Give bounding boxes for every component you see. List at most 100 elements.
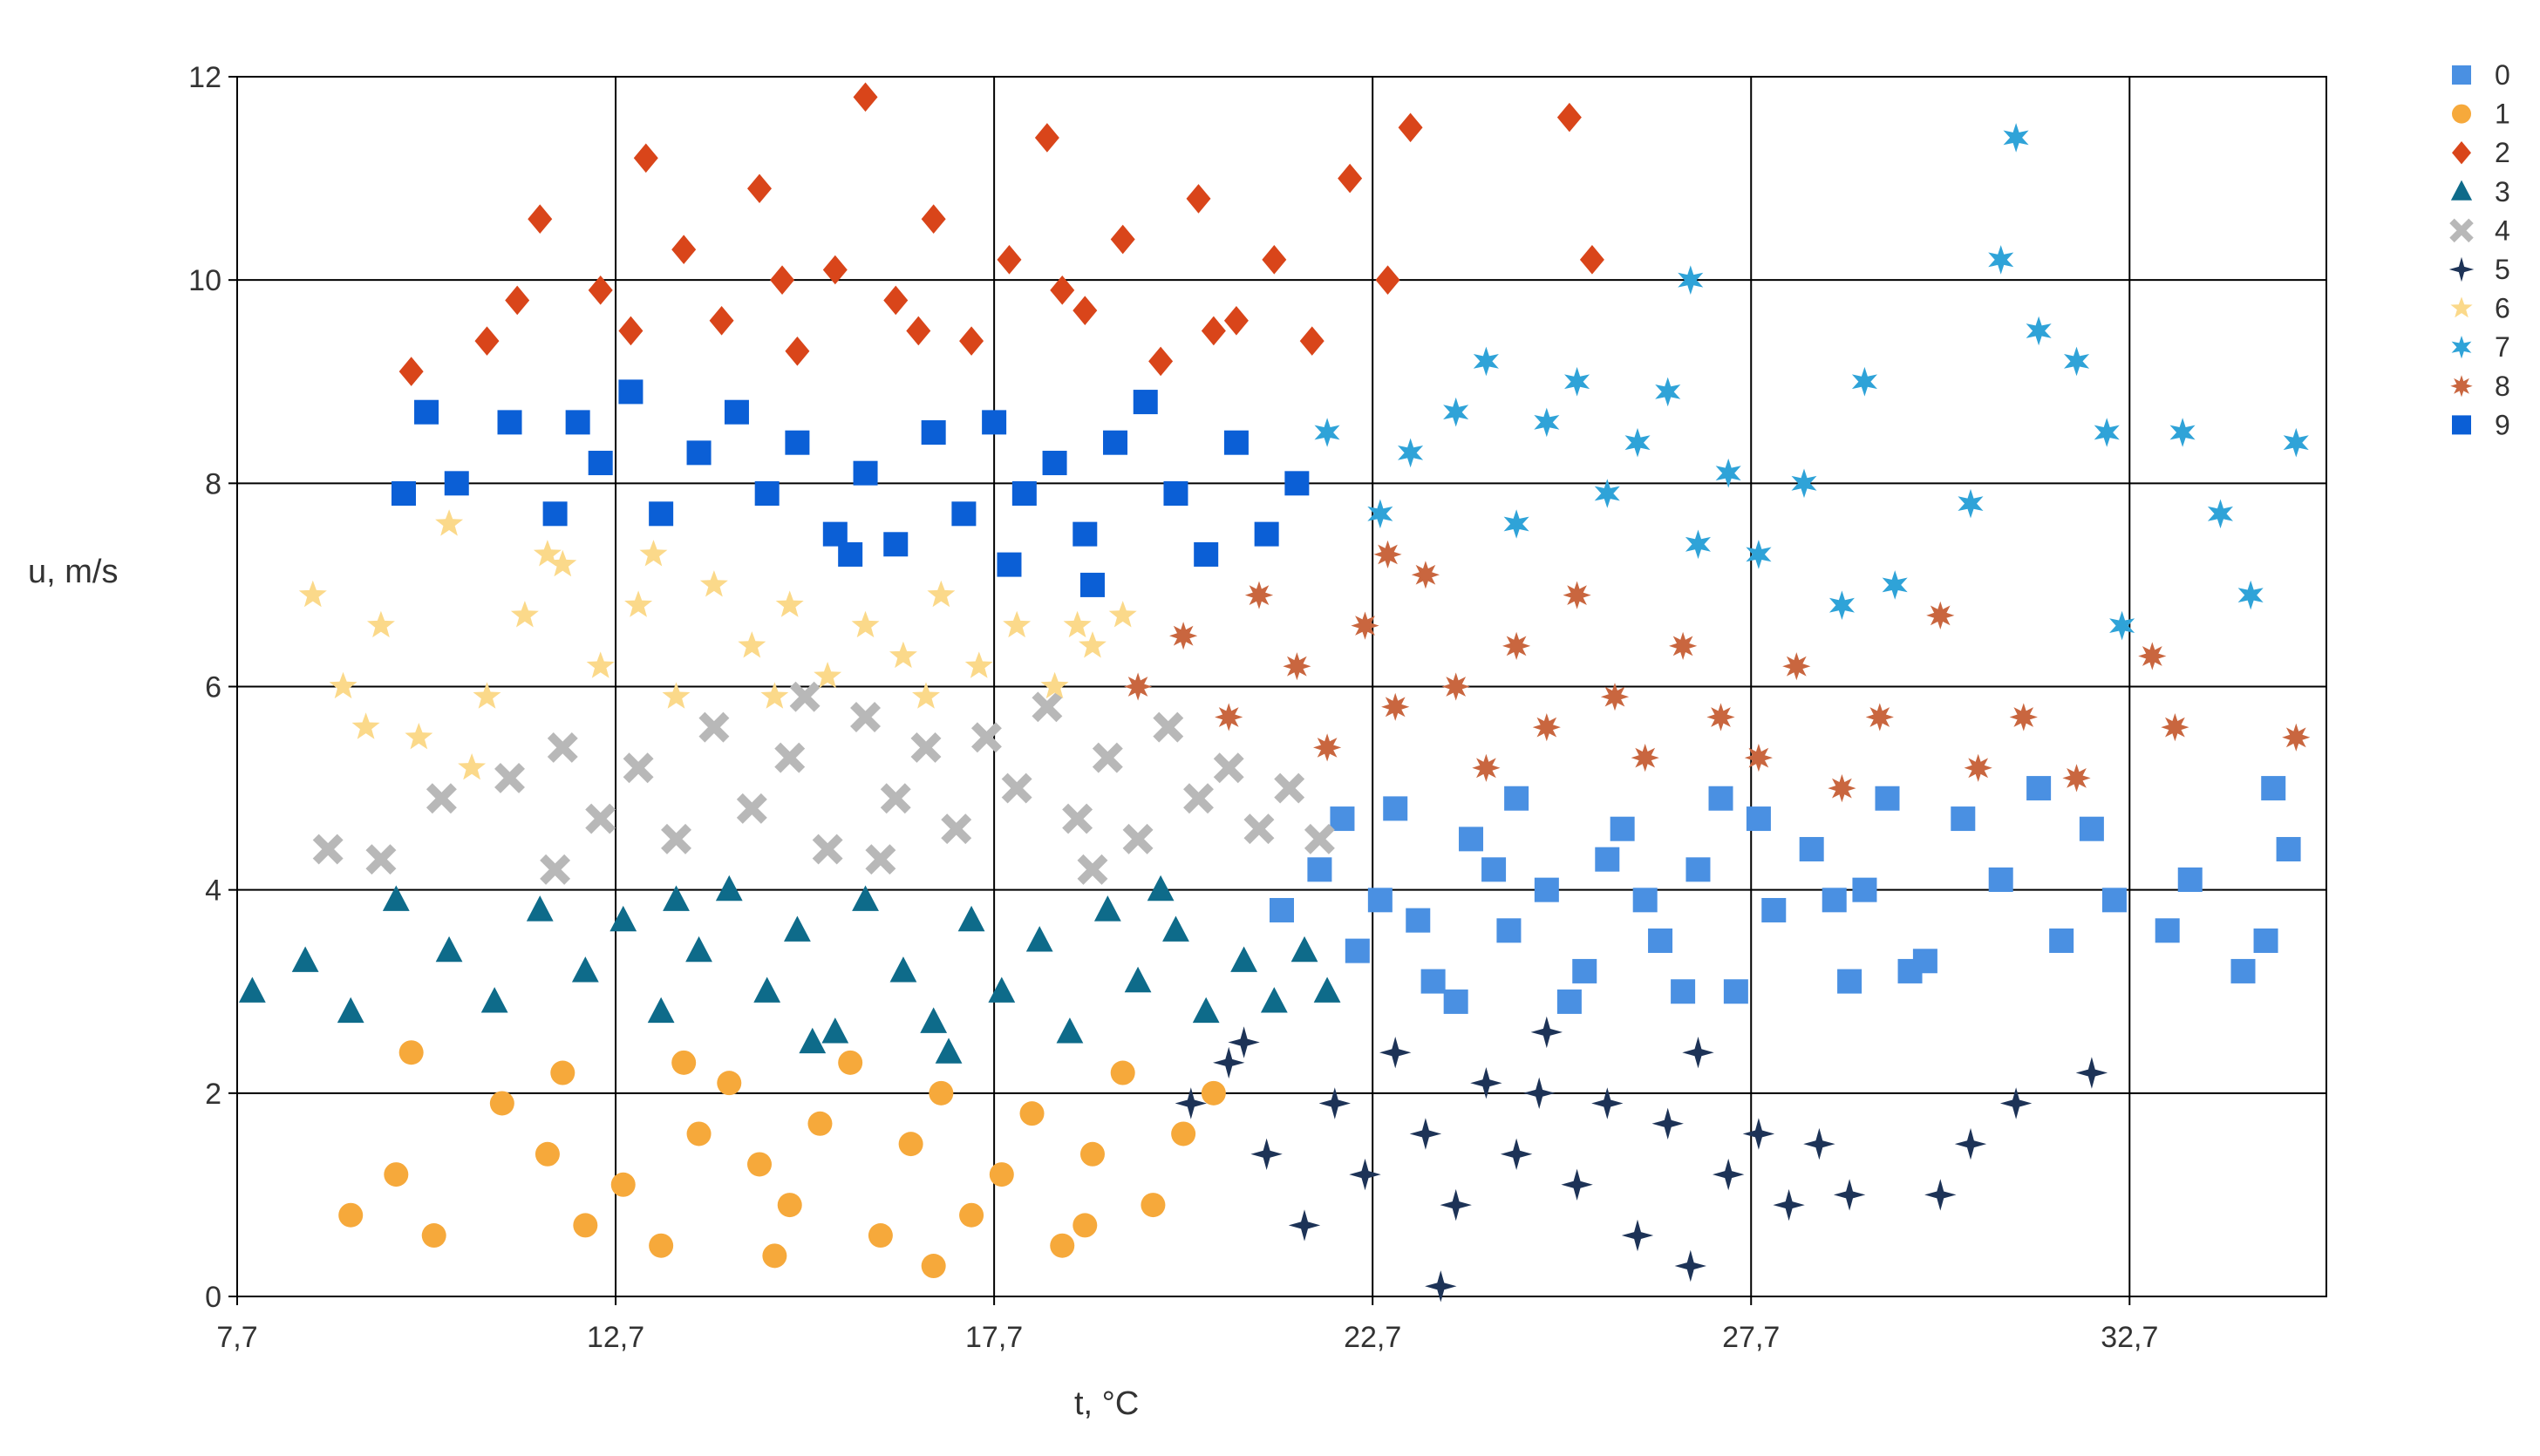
- y-tick-label: 8: [205, 467, 221, 500]
- data-point-series-0: [1799, 837, 1824, 862]
- data-point-series-1: [573, 1213, 598, 1238]
- legend-label: 6: [2495, 293, 2510, 324]
- data-point-series-9: [883, 532, 909, 557]
- data-point-series-1: [686, 1121, 712, 1146]
- data-point-series-8: [1964, 753, 1992, 782]
- data-point-series-8: [2161, 713, 2189, 742]
- data-point-series-2: [709, 306, 734, 336]
- data-point-series-7: [1655, 377, 1681, 407]
- legend-marker: [2452, 415, 2471, 435]
- data-point-series-4: [1243, 813, 1275, 845]
- data-point-series-1: [1019, 1101, 1045, 1126]
- data-point-series-0: [1988, 867, 2013, 893]
- data-point-series-5: [1470, 1067, 1502, 1099]
- legend-label: 0: [2495, 59, 2510, 91]
- data-point-series-7: [1398, 438, 1424, 468]
- data-point-series-1: [550, 1060, 575, 1085]
- data-point-series-5: [1651, 1107, 1684, 1140]
- data-point-series-8: [1926, 601, 1955, 629]
- data-point-series-7: [1503, 509, 1529, 539]
- data-point-series-3: [1230, 946, 1257, 972]
- data-point-series-1: [1110, 1060, 1135, 1085]
- data-point-series-0: [1383, 796, 1408, 821]
- x-tick-label: 12,7: [587, 1321, 644, 1354]
- data-point-series-7: [2094, 418, 2120, 447]
- legend-item-5: 5: [2448, 254, 2510, 285]
- data-point-series-2: [1034, 123, 1059, 153]
- data-point-series-5: [2075, 1057, 2108, 1089]
- data-point-series-5: [1773, 1188, 1805, 1221]
- data-point-series-7: [1594, 479, 1620, 508]
- data-point-series-1: [921, 1254, 946, 1279]
- data-point-series-4: [494, 762, 525, 793]
- legend-marker: [2449, 218, 2474, 243]
- data-point-series-9: [588, 451, 613, 476]
- data-point-series-1: [868, 1223, 893, 1248]
- data-point-series-9: [497, 410, 522, 435]
- data-point-series-4: [585, 803, 616, 834]
- legend-label: 4: [2495, 214, 2510, 246]
- data-point-series-8: [1600, 683, 1630, 711]
- y-tick-label: 10: [188, 264, 221, 297]
- data-point-series-0: [1504, 786, 1529, 811]
- data-point-series-0: [1761, 897, 1787, 922]
- data-point-series-9: [1103, 430, 1128, 455]
- data-point-series-7: [2237, 580, 2264, 610]
- y-tick-label: 0: [205, 1281, 221, 1314]
- data-point-series-2: [1556, 102, 1582, 133]
- data-point-series-8: [1744, 744, 1773, 772]
- y-tick-label: 4: [205, 874, 221, 908]
- data-point-series-5: [1682, 1037, 1714, 1069]
- data-point-series-5: [1954, 1127, 1987, 1160]
- data-point-series-7: [2026, 316, 2052, 346]
- data-point-series-8: [1532, 713, 1561, 742]
- data-point-series-7: [1678, 265, 1704, 295]
- data-point-series-4: [970, 722, 1002, 753]
- data-point-series-5: [1500, 1138, 1533, 1170]
- data-point-series-2: [770, 265, 795, 295]
- data-point-series-3: [291, 946, 319, 972]
- data-point-series-8: [1244, 581, 1274, 609]
- data-point-series-0: [1632, 888, 1658, 913]
- data-point-series-9: [1011, 480, 1037, 506]
- data-point-series-2: [997, 245, 1022, 275]
- data-point-series-6: [927, 580, 956, 608]
- legend-label: 1: [2495, 99, 2510, 130]
- y-axis-title: u, m/s: [28, 554, 118, 590]
- data-point-series-4: [1001, 772, 1032, 804]
- data-point-series-5: [1349, 1158, 1381, 1191]
- data-point-series-9: [921, 420, 946, 446]
- data-point-series-8: [2062, 764, 2091, 793]
- data-point-series-9: [444, 471, 469, 496]
- data-point-series-6: [329, 671, 358, 699]
- data-point-series-5: [1440, 1188, 1472, 1221]
- legend-marker: [2450, 375, 2473, 398]
- data-point-series-5: [1833, 1179, 1866, 1211]
- data-point-series-6: [405, 723, 433, 750]
- data-point-series-9: [1194, 541, 1219, 567]
- data-point-series-4: [1077, 854, 1108, 885]
- data-point-series-0: [2026, 776, 2052, 801]
- data-point-series-4: [812, 833, 843, 865]
- data-point-series-5: [1288, 1209, 1321, 1242]
- series-9: [391, 379, 1310, 597]
- data-point-series-1: [717, 1071, 742, 1096]
- data-points: [238, 82, 2311, 1303]
- series-5: [1175, 1016, 2108, 1303]
- series-3: [238, 874, 1341, 1064]
- data-point-series-5: [1999, 1087, 2033, 1119]
- y-tick-label: 12: [188, 61, 221, 94]
- data-point-series-6: [814, 662, 842, 689]
- data-point-series-3: [609, 905, 637, 932]
- data-point-series-3: [1162, 915, 1189, 942]
- series-7: [1314, 123, 2309, 641]
- data-point-series-6: [510, 601, 539, 628]
- data-point-series-9: [1042, 451, 1067, 476]
- data-point-series-1: [1141, 1193, 1166, 1218]
- data-point-series-8: [2009, 703, 2038, 731]
- data-point-series-0: [1443, 989, 1468, 1014]
- data-point-series-0: [1723, 979, 1748, 1004]
- data-point-series-1: [671, 1050, 697, 1075]
- data-point-series-7: [2169, 418, 2196, 447]
